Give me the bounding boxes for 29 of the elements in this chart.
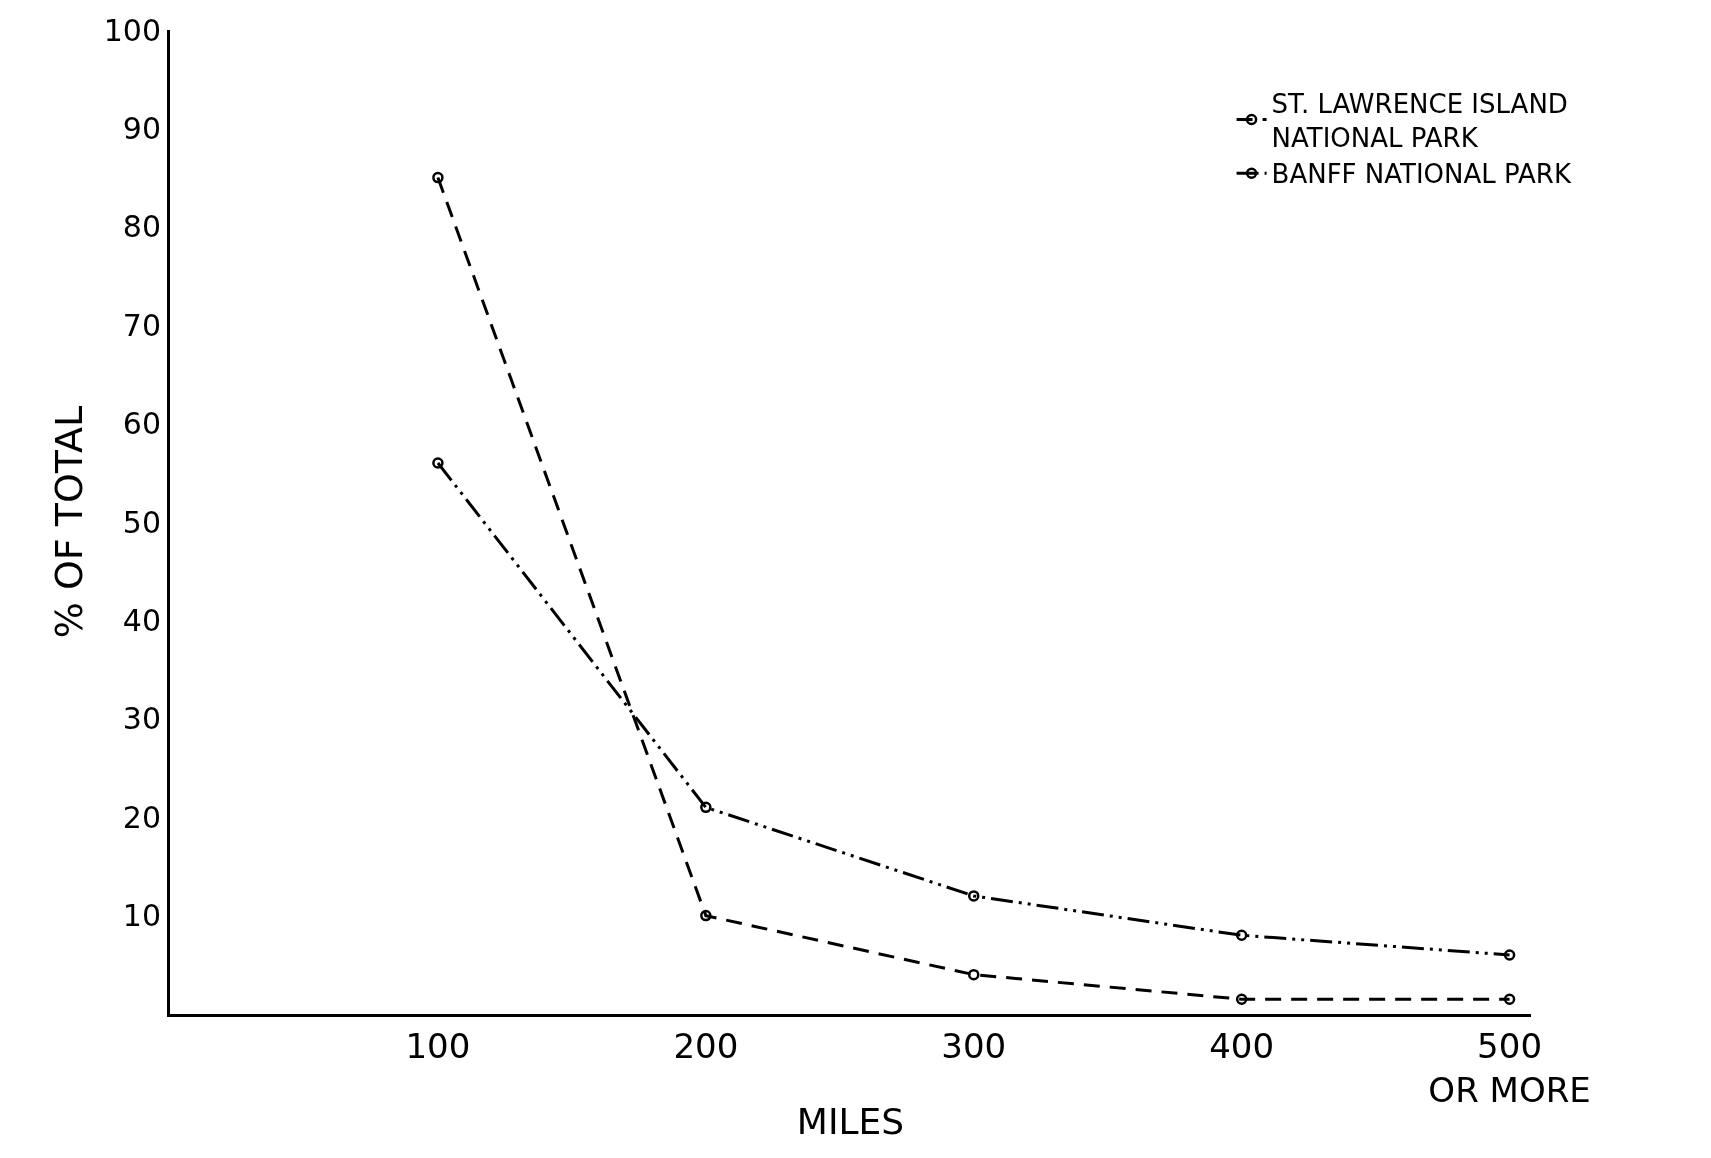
y-tick-label: 80 <box>122 209 161 245</box>
point <box>1235 929 1248 942</box>
legend-label: BANFF NATIONAL PARK <box>1271 159 1572 190</box>
y-tick-label: 20 <box>122 799 161 835</box>
point <box>432 171 444 184</box>
point <box>700 801 712 814</box>
point <box>1503 949 1516 961</box>
point <box>700 909 712 922</box>
x-tick-label: 100 <box>405 1025 471 1066</box>
x-tick-label: 400 <box>1209 1025 1275 1066</box>
x-axis-title: MILES <box>796 1101 905 1142</box>
point <box>1235 993 1248 1005</box>
y-tick-label: 10 <box>122 898 161 934</box>
x-tick-label: 200 <box>673 1025 739 1066</box>
point <box>432 457 444 469</box>
legend-label: ST. LAWRENCE ISLAND NATIONAL PARK <box>1271 88 1568 153</box>
y-axis-title: % OF TOTAL <box>47 405 91 639</box>
point <box>967 968 980 981</box>
point <box>967 890 980 902</box>
x-tick-label: 500 OR MORE <box>1428 1025 1591 1110</box>
y-tick-label: 60 <box>122 406 161 442</box>
y-tick-label: 100 <box>103 12 161 48</box>
y-tick-label: 30 <box>122 701 161 737</box>
y-tick-label: 50 <box>122 504 161 540</box>
point <box>1503 993 1516 1005</box>
y-tick-label: 70 <box>122 307 161 343</box>
y-tick-label: 40 <box>122 602 161 638</box>
y-tick-label: 90 <box>122 110 161 146</box>
x-tick-label: 300 <box>941 1025 1007 1066</box>
